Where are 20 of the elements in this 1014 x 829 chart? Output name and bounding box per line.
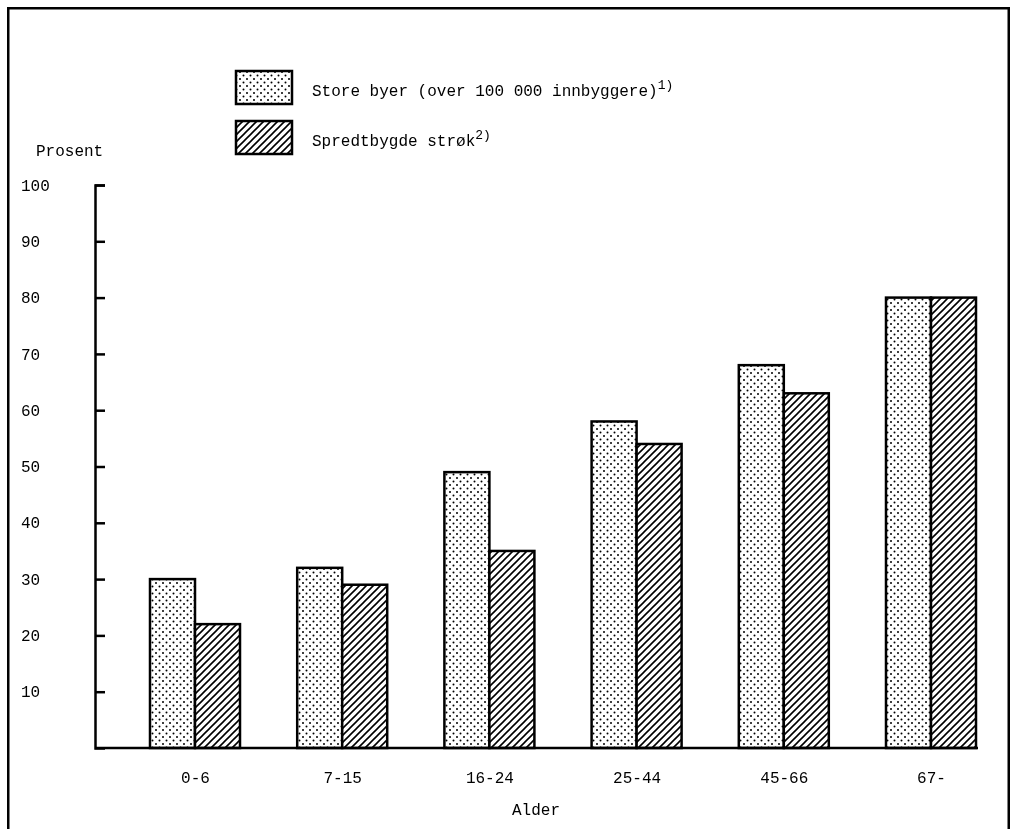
y-tick-label: 50 <box>21 459 41 478</box>
x-tick-label: 16-24 <box>465 770 514 789</box>
legend-label: Spredtbygde strøk$^{2)}$ <box>312 127 491 151</box>
x-tick-label: 7-15 <box>323 770 362 789</box>
x-tick-label: 67- <box>917 770 946 789</box>
y-tick-label: 70 <box>21 346 41 365</box>
y-tick-label: 30 <box>21 571 41 590</box>
y-tick-label: 60 <box>21 402 41 421</box>
y-tick-label: 100 <box>21 177 50 196</box>
y-tick-label: 10 <box>21 684 41 703</box>
y-tick-label: 20 <box>21 628 41 647</box>
y-tick-label: 80 <box>21 290 41 309</box>
x-tick-label: 25-44 <box>613 770 662 789</box>
y-tick-label: 90 <box>21 233 41 252</box>
y-axis-title: Prosent <box>36 143 104 161</box>
x-tick-label: 45-66 <box>760 770 809 789</box>
x-axis-title: Alder <box>511 802 561 820</box>
y-tick-label: 40 <box>21 515 41 534</box>
legend-label: Store byer (over 100 000 innbyggere)$^{1)}$ <box>312 77 674 101</box>
x-tick-label: 0-6 <box>181 770 210 789</box>
